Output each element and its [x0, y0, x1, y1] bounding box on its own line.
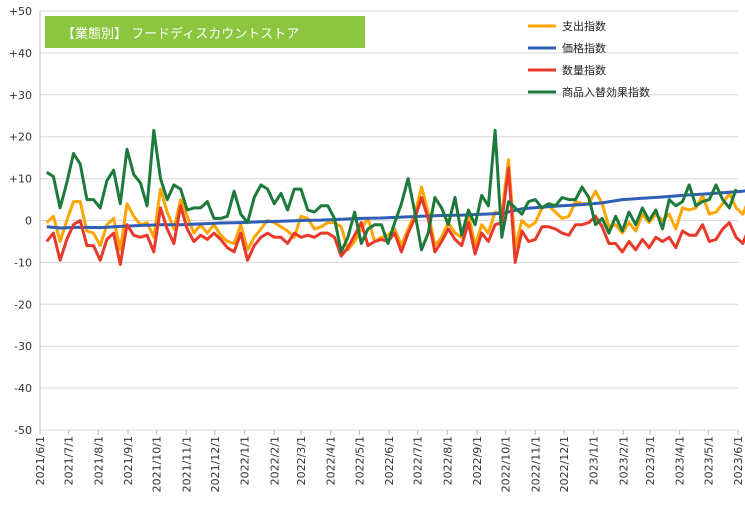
x-tick-label: 2021/11/1 — [180, 436, 193, 492]
x-tick-label: 2022/9/1 — [471, 436, 484, 485]
y-tick-label: +10 — [9, 173, 32, 186]
y-tick-label: -10 — [14, 256, 32, 269]
x-tick-label: 2023/3/1 — [644, 436, 657, 485]
x-tick-label: 2022/6/1 — [383, 436, 396, 485]
x-tick-label: 2023/1/1 — [588, 436, 601, 485]
legend-label: 価格指数 — [562, 41, 606, 55]
series-lines — [45, 128, 745, 266]
y-tick-label: +40 — [9, 47, 32, 60]
legend-label: 数量指数 — [562, 63, 606, 77]
x-tick-label: 2023/6/1 — [732, 436, 745, 485]
y-tick-label: +20 — [9, 131, 32, 144]
x-tick-label: 2023/4/1 — [674, 436, 687, 485]
y-tick-label: -30 — [14, 340, 32, 353]
x-tick-label: 2022/7/1 — [412, 436, 425, 485]
x-tick-label: 2022/11/1 — [529, 436, 542, 492]
x-tick-label: 2022/12/1 — [558, 436, 571, 492]
x-tick-label: 2023/5/1 — [702, 436, 715, 485]
x-tick-label: 2022/5/1 — [353, 436, 366, 485]
chart-title-box: 【業態別】 フードディスカウントストア — [45, 16, 365, 48]
legend-label: 商品入替効果指数 — [562, 85, 650, 99]
series-line — [45, 166, 745, 266]
x-tick-label: 2022/8/1 — [441, 436, 454, 485]
x-tick-label: 2021/9/1 — [122, 436, 135, 485]
y-tick-label: -50 — [14, 424, 32, 437]
y-tick-label: +50 — [9, 5, 32, 18]
x-tick-label: 2022/4/1 — [325, 436, 338, 485]
y-tick-label: -20 — [14, 298, 32, 311]
x-tick-label: 2022/2/1 — [268, 436, 281, 485]
y-tick-label: +30 — [9, 89, 32, 102]
x-tick-label: 2021/10/1 — [151, 436, 164, 492]
x-tick-label: 2022/3/1 — [295, 436, 308, 485]
chart-title-background — [45, 16, 365, 48]
x-tick-label: 2021/8/1 — [92, 436, 105, 485]
x-tick-label: 2023/2/1 — [617, 436, 630, 485]
x-tick-label: 2021/7/1 — [63, 436, 76, 485]
series-line — [46, 189, 745, 230]
series-line — [45, 158, 745, 252]
y-tick-label: 0 — [25, 215, 32, 228]
series-line — [45, 128, 738, 254]
x-tick-label: 2021/12/1 — [209, 436, 222, 492]
x-tick-label: 2022/10/1 — [500, 436, 513, 492]
chart-title: 【業態別】 フードディスカウントストア — [62, 26, 299, 42]
legend-label: 支出指数 — [562, 19, 606, 33]
x-tick-label: 2022/1/1 — [239, 436, 252, 485]
y-tick-label: -40 — [14, 382, 32, 395]
x-tick-label: 2021/6/1 — [34, 436, 47, 485]
